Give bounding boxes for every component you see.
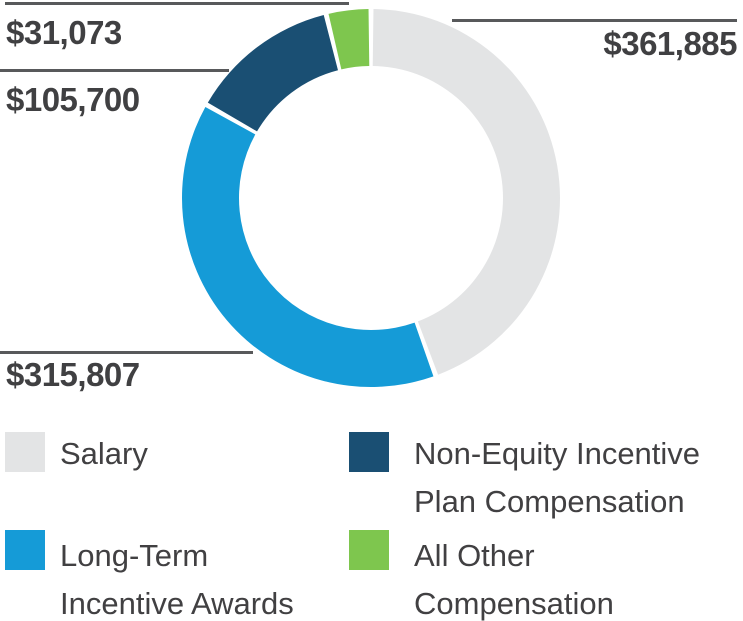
donut-segment-non-equity-incentive-plan-compensation: [207, 15, 338, 132]
legend-label-line: Incentive Awards: [60, 586, 294, 621]
legend-label-non-equity-incentive: Non-Equity Incentive Plan Compensation: [414, 430, 700, 526]
donut-chart: [182, 9, 560, 387]
donut-segment-all-other-compensation: [328, 9, 370, 70]
legend-label-salary: Salary: [60, 430, 148, 478]
callout-value-long-term-incentive: $315,807: [6, 356, 140, 393]
legend-swatch-long-term-incentive: [5, 530, 45, 570]
callout-value-non-equity-incentive: $105,700: [6, 81, 140, 118]
legend-label-line: Long-Term: [60, 538, 209, 573]
legend-label-line: Plan Compensation: [414, 484, 685, 519]
donut-segment-salary: [372, 9, 560, 375]
legend-label-line: Non-Equity Incentive: [414, 436, 701, 471]
callout-value-salary: $361,885: [603, 25, 737, 62]
legend-label-line: Salary: [60, 436, 148, 471]
legend-label-all-other-compensation: All Other Compensation: [414, 532, 614, 621]
leader-line-all-other-compensation: [5, 2, 349, 5]
leader-line-salary: [452, 19, 737, 22]
legend-label-long-term-incentive: Long-Term Incentive Awards: [60, 532, 294, 621]
legend-swatch-salary: [5, 432, 45, 472]
legend-label-line: Compensation: [414, 586, 614, 621]
leader-line-long-term-incentive: [0, 351, 253, 354]
legend-swatch-non-equity-incentive: [349, 432, 389, 472]
donut-segments: [182, 9, 560, 387]
callout-value-all-other-compensation: $31,073: [6, 14, 122, 51]
leader-line-non-equity-incentive: [0, 69, 229, 72]
donut-segment-long-term-incentive-awards: [182, 106, 434, 387]
legend-swatch-all-other-compensation: [349, 530, 389, 570]
legend-label-line: All Other: [414, 538, 535, 573]
